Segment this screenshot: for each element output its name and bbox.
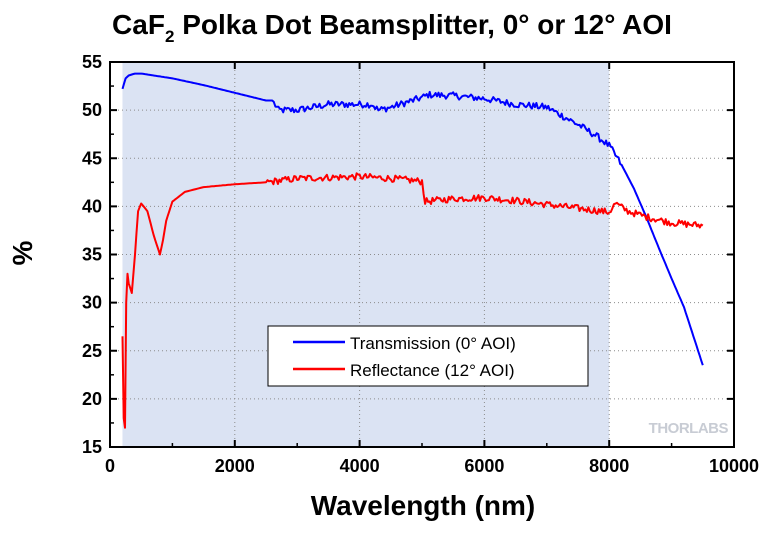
- watermark-layer: THORLABS: [649, 420, 729, 437]
- series-layer: [121, 72, 704, 429]
- series-line-1: [121, 172, 704, 429]
- series-line-0: [121, 72, 704, 366]
- legend-box: [267, 325, 589, 387]
- x-tick-label: 0: [105, 456, 115, 476]
- x-tick-label: 6000: [464, 456, 504, 476]
- y-tick-label: 45: [82, 148, 102, 168]
- legend-label-reflectance: Reflectance (12° AOI): [350, 361, 515, 380]
- title-rest: Polka Dot Beamsplitter, 0° or 12° AOI: [174, 9, 672, 40]
- y-tick-label: 20: [82, 389, 102, 409]
- shaded-region: [122, 62, 610, 447]
- title-main: CaF: [112, 9, 165, 40]
- x-axis-label: Wavelength (nm): [311, 490, 536, 521]
- y-axis-label: %: [7, 240, 38, 265]
- legend-label-transmission: Transmission (0° AOI): [350, 334, 516, 353]
- chart-title: CaF2 Polka Dot Beamsplitter, 0° or 12° A…: [112, 9, 672, 46]
- shaded-region-layer: [122, 62, 610, 447]
- x-tick-label: 2000: [215, 456, 255, 476]
- y-tick-label: 30: [82, 293, 102, 313]
- y-tick-label: 40: [82, 196, 102, 216]
- y-tick-label: 50: [82, 100, 102, 120]
- tick-layer: 0 2000 4000 6000 8000 10000 15 20 25 30 35 40 45 50 55: [82, 52, 759, 476]
- x-tick-label: 10000: [709, 456, 759, 476]
- y-tick-label: 35: [82, 245, 102, 265]
- y-tick-label: 15: [82, 437, 102, 457]
- x-tick-label: 8000: [589, 456, 629, 476]
- y-tick-label: 55: [82, 52, 102, 72]
- legend: Transmission (0° AOI) Reflectance (12° A…: [267, 325, 589, 387]
- thorlabs-watermark: THORLABS: [649, 420, 729, 437]
- x-tick-label: 4000: [340, 456, 380, 476]
- title-subscript: 2: [165, 27, 174, 46]
- y-tick-label: 25: [82, 341, 102, 361]
